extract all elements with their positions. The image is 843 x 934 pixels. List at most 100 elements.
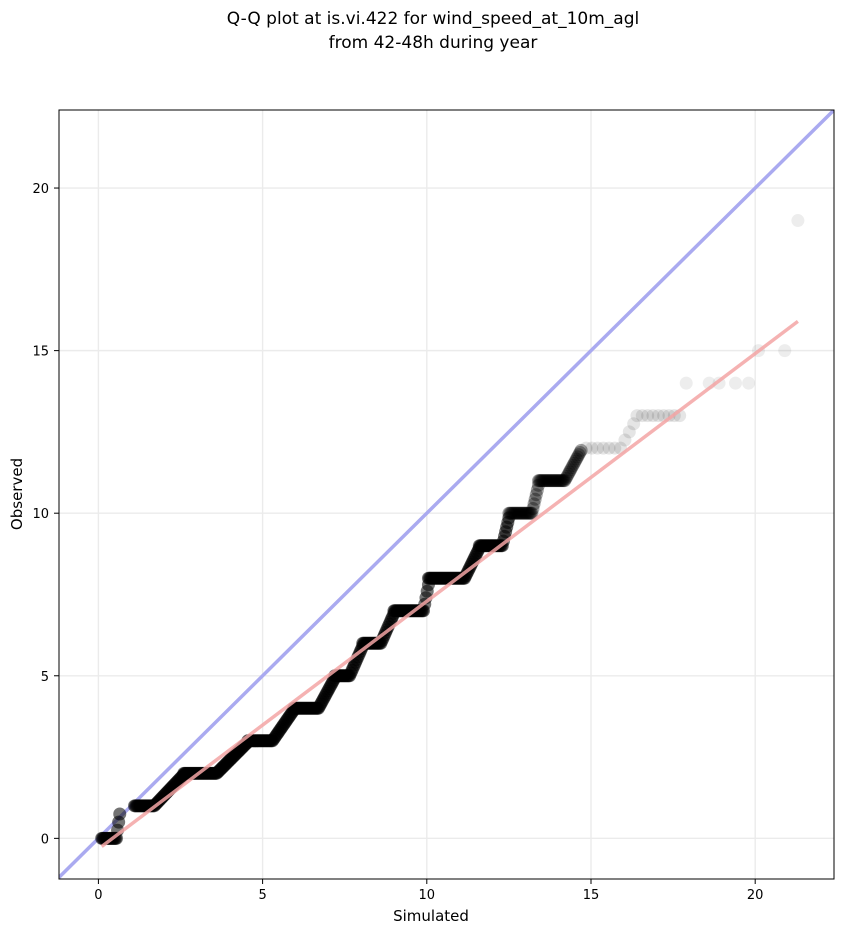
quantile-point: [529, 488, 543, 502]
quantile-point: [514, 506, 528, 520]
y-tick-label: 15: [32, 345, 49, 360]
x-tick-label: 20: [747, 888, 764, 903]
quantile-point: [113, 807, 127, 821]
grid: [59, 110, 834, 879]
quantile-point: [602, 441, 616, 455]
quantile-point: [562, 465, 576, 479]
quantile-point: [627, 417, 641, 431]
quantile-point: [508, 506, 522, 520]
quantile-point: [564, 463, 578, 477]
quantile-point: [512, 506, 526, 520]
quantile-point: [511, 506, 525, 520]
quantile-point: [513, 506, 527, 520]
quantile-point: [579, 441, 593, 455]
quantile-point: [560, 469, 574, 483]
quantile-point: [550, 474, 564, 488]
quantile-point: [536, 474, 550, 488]
plot-frame: [58, 109, 835, 880]
quantile-point: [545, 474, 559, 488]
quantile-point: [528, 492, 542, 506]
quantile-point: [573, 446, 587, 460]
quantile-point: [516, 506, 530, 520]
quantile-point: [523, 506, 537, 520]
quantile-point: [535, 474, 549, 488]
x-tick-label: 5: [258, 888, 266, 903]
quantile-point: [534, 474, 548, 488]
quantile-point: [585, 441, 599, 455]
quantile-point: [778, 344, 792, 358]
x-tick-label: 15: [583, 888, 600, 903]
quantile-point: [641, 409, 655, 423]
x-tick-label: 10: [419, 888, 436, 903]
quantile-point: [630, 409, 644, 423]
quantile-point: [646, 409, 660, 423]
quantile-point: [531, 474, 545, 488]
quantile-point: [622, 425, 636, 439]
quantile-point: [728, 376, 742, 390]
quantile-point: [554, 474, 568, 488]
quantile-point: [506, 506, 520, 520]
quantile-point: [541, 474, 555, 488]
quantile-point: [521, 506, 535, 520]
quantile-point: [548, 474, 562, 488]
quantile-point: [551, 474, 565, 488]
quantile-point: [565, 461, 579, 475]
quantile-point: [552, 474, 566, 488]
chart-title-line-2: from 42-48h during year: [329, 33, 538, 53]
quantile-point: [524, 506, 538, 520]
quantile-point: [742, 376, 756, 390]
quantile-point: [527, 497, 541, 511]
y-tick-label: 5: [41, 670, 49, 685]
quantile-point: [556, 474, 570, 488]
quantile-point: [561, 467, 575, 481]
quantile-point: [519, 506, 533, 520]
quantile-point: [549, 474, 563, 488]
quantile-point: [651, 409, 665, 423]
quantile-point: [504, 506, 518, 520]
quantile-point: [574, 443, 588, 457]
quantile-point: [533, 474, 547, 488]
quantile-point: [566, 459, 580, 473]
quantile-point: [635, 409, 649, 423]
quantile-point: [502, 506, 516, 520]
quantile-point: [559, 472, 573, 486]
x-axis-label: Simulated: [393, 907, 469, 925]
fit-line: [100, 319, 799, 848]
quantile-point: [507, 506, 521, 520]
quantile-point: [543, 474, 557, 488]
identity-line: [59, 110, 834, 879]
quantile-point: [679, 376, 693, 390]
quantile-point: [591, 441, 605, 455]
quantile-point: [547, 474, 561, 488]
quantile-point: [542, 474, 556, 488]
quantile-point: [618, 433, 632, 447]
quantile-point: [518, 506, 532, 520]
quantile-point: [530, 483, 544, 497]
quantile-point: [553, 474, 567, 488]
axis-ticks: 0 5 10 15 20 0 5 10 15 20: [32, 182, 763, 903]
chart-title-line-1: Q-Q plot at is.vi.422 for wind_speed_at_…: [227, 9, 639, 29]
y-tick-label: 0: [41, 832, 49, 847]
quantile-point: [522, 506, 536, 520]
quantile-point: [558, 474, 572, 488]
quantile-point: [515, 506, 529, 520]
quantile-point: [791, 214, 805, 228]
quantile-point: [596, 441, 610, 455]
quantile-point: [569, 452, 583, 466]
quantile-point: [557, 474, 571, 488]
quantile-point: [505, 506, 519, 520]
quantile-point: [567, 456, 581, 470]
x-tick-label: 0: [94, 888, 102, 903]
y-tick-label: 10: [32, 507, 49, 522]
quantile-point: [531, 478, 545, 492]
quantile-point: [525, 506, 539, 520]
quantile-point: [538, 474, 552, 488]
quantile-point: [510, 506, 524, 520]
quantile-point: [502, 511, 516, 525]
y-tick-label: 20: [32, 182, 49, 197]
quantile-point: [608, 441, 622, 455]
quantile-point: [537, 474, 551, 488]
quantile-point: [517, 506, 531, 520]
y-axis-label: Observed: [8, 458, 26, 530]
